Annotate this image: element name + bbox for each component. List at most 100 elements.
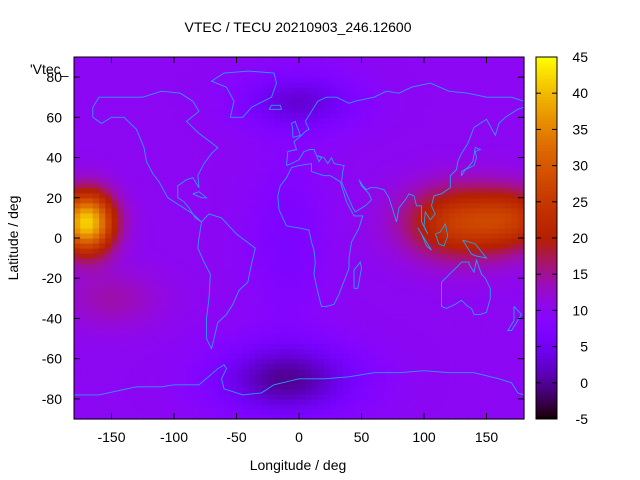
heatmap-cell <box>136 258 144 264</box>
heatmap-cell <box>117 408 125 415</box>
heatmap-cell <box>330 172 338 179</box>
heatmap-cell <box>155 268 163 274</box>
heatmap-cell <box>230 167 238 174</box>
heatmap-cell <box>192 333 200 340</box>
heatmap-cell <box>399 298 406 304</box>
heatmap-cell <box>130 152 138 159</box>
heatmap-cell <box>92 318 100 325</box>
heatmap-cell <box>442 263 450 269</box>
heatmap-cell <box>467 72 475 78</box>
heatmap-cell <box>299 328 306 335</box>
heatmap-cell <box>74 278 81 284</box>
heatmap-cell <box>192 403 200 410</box>
heatmap-cell <box>392 333 400 340</box>
heatmap-cell <box>80 132 88 139</box>
heatmap-cell <box>242 353 250 360</box>
heatmap-cell <box>242 408 250 415</box>
heatmap-cell <box>442 107 450 113</box>
heatmap-cell <box>467 142 475 149</box>
heatmap-cell <box>174 368 181 375</box>
heatmap-cell <box>367 333 375 340</box>
heatmap-cell <box>255 323 263 330</box>
heatmap-cell <box>480 303 488 309</box>
heatmap-cell <box>424 197 431 204</box>
heatmap-cell <box>111 313 119 320</box>
heatmap-cell <box>449 102 456 108</box>
heatmap-cell <box>192 152 200 159</box>
heatmap-cell <box>180 167 188 174</box>
heatmap-cell <box>199 142 206 149</box>
heatmap-cell <box>242 152 250 159</box>
heatmap-cell <box>349 278 356 284</box>
heatmap-cell <box>267 363 275 370</box>
heatmap-cell <box>149 368 156 375</box>
heatmap-cell <box>217 263 225 269</box>
heatmap-cell <box>99 162 106 169</box>
heatmap-cell <box>86 253 94 259</box>
heatmap-cell <box>249 117 256 123</box>
heatmap-cell <box>392 338 400 345</box>
heatmap-cell <box>361 222 369 229</box>
heatmap-cell <box>374 293 381 299</box>
heatmap-cell <box>105 308 113 315</box>
heatmap-cell <box>249 232 256 239</box>
heatmap-cell <box>205 318 213 325</box>
heatmap-cell <box>386 172 394 179</box>
heatmap-cell <box>117 82 125 88</box>
heatmap-cell <box>205 403 213 410</box>
heatmap-cell <box>261 122 269 128</box>
heatmap-cell <box>286 137 294 144</box>
heatmap-cell <box>267 238 275 244</box>
heatmap-cell <box>211 358 219 365</box>
heatmap-cell <box>286 393 294 400</box>
heatmap-cell <box>286 102 294 108</box>
heatmap-cell <box>430 253 438 259</box>
heatmap-cell <box>186 258 194 264</box>
heatmap-cell <box>180 172 188 179</box>
heatmap-cell <box>205 398 213 405</box>
heatmap-cell <box>442 227 450 234</box>
heatmap-cell <box>517 92 525 98</box>
heatmap-cell <box>317 348 325 355</box>
heatmap-cell <box>317 167 325 174</box>
heatmap-cell <box>174 137 181 144</box>
heatmap-cell <box>155 398 163 405</box>
heatmap-cell <box>217 333 225 340</box>
heatmap-cell <box>467 137 475 144</box>
heatmap-cell <box>105 413 113 420</box>
heatmap-cell <box>336 243 344 249</box>
heatmap-cell <box>424 358 431 365</box>
heatmap-cell <box>480 268 488 274</box>
heatmap-cell <box>305 122 313 128</box>
heatmap-cell <box>317 358 325 365</box>
heatmap-cell <box>511 167 519 174</box>
heatmap-cell <box>349 157 356 164</box>
heatmap-cell <box>361 187 369 194</box>
heatmap-cell <box>442 147 450 154</box>
heatmap-cell <box>99 318 106 325</box>
heatmap-cell <box>436 403 444 410</box>
heatmap-cell <box>349 258 356 264</box>
heatmap-cell <box>305 373 313 380</box>
heatmap-cell <box>249 207 256 214</box>
heatmap-cell <box>155 348 163 355</box>
heatmap-cell <box>117 273 125 279</box>
heatmap-cell <box>80 323 88 330</box>
heatmap-cell <box>174 82 181 88</box>
heatmap-cell <box>380 268 388 274</box>
heatmap-cell <box>499 388 506 395</box>
heatmap-cell <box>505 388 513 395</box>
heatmap-cell <box>105 283 113 289</box>
heatmap-cell <box>342 343 350 350</box>
heatmap-cell <box>324 403 331 410</box>
heatmap-cell <box>486 112 494 118</box>
heatmap-cell <box>367 243 375 249</box>
heatmap-cell <box>130 197 138 204</box>
heatmap-cell <box>436 383 444 390</box>
heatmap-cell <box>305 187 313 194</box>
heatmap-cell <box>305 152 313 159</box>
heatmap-cell <box>130 253 138 259</box>
heatmap-cell <box>317 403 325 410</box>
heatmap-cell <box>474 152 481 159</box>
heatmap-cell <box>480 152 488 159</box>
